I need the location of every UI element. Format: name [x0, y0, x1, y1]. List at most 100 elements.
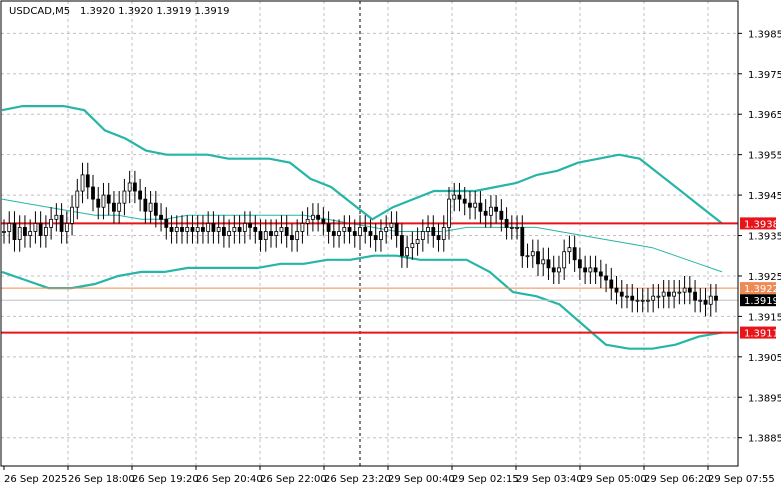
candle-body [174, 227, 179, 232]
candle-body [54, 214, 59, 220]
candle-body [75, 190, 80, 208]
candle-body [384, 227, 389, 232]
candle-body [541, 259, 546, 265]
candle-body [525, 255, 530, 258]
candle-body [132, 182, 137, 192]
candle-body [153, 202, 158, 216]
level-label: 1.3922 [744, 284, 779, 295]
candle-body [342, 227, 347, 232]
bollinger-bands [1, 105, 723, 350]
y-tick-label: 1.3935 [748, 232, 781, 243]
candle-body [677, 291, 682, 294]
x-tick-label: 29 Sep 03:40 [516, 474, 583, 485]
candle-body [347, 227, 352, 232]
x-tick-label: 29 Sep 07:55 [708, 474, 775, 485]
candle-body [227, 231, 232, 236]
grid [1, 1, 738, 466]
candle-body [399, 235, 404, 257]
x-tick-label: 29 Sep 06:20 [644, 474, 711, 485]
candle-body [447, 198, 451, 228]
y-tick-label: 1.3975 [748, 70, 781, 81]
candle-body [33, 222, 38, 232]
bollinger-lower [1, 254, 723, 350]
candle-body [635, 299, 640, 302]
candle-body [80, 174, 85, 192]
candle-body [656, 295, 661, 298]
candle-body [499, 210, 504, 220]
candle-body [17, 227, 22, 240]
candle-body [321, 218, 326, 224]
candle-body [352, 231, 357, 236]
candle-body [462, 198, 467, 204]
y-tick-label: 1.3895 [748, 393, 781, 404]
candle-body [248, 222, 252, 228]
candle-body [85, 174, 90, 188]
x-tick-label: 29 Sep 02:15 [452, 474, 519, 485]
candle-body [504, 218, 509, 228]
candle-body [337, 231, 341, 236]
candle-body [614, 287, 619, 293]
candle-body [687, 287, 692, 293]
candle-body [441, 227, 446, 240]
candle-body [509, 227, 514, 229]
candle-body [515, 227, 519, 229]
candle-body [530, 251, 535, 257]
candle-body [714, 295, 718, 301]
candle-body [64, 222, 69, 232]
candle-body [478, 202, 483, 212]
candle-body [28, 231, 33, 236]
x-tick-label: 26 Sep 20:40 [196, 474, 263, 485]
candle-body [598, 271, 603, 277]
current-price-label-bg [740, 294, 776, 307]
candle-body [253, 227, 258, 232]
current-price-label: 1.3919 [744, 296, 779, 307]
candle-body [619, 291, 624, 297]
candle-body [169, 227, 174, 232]
candle-body [368, 231, 373, 236]
candle-body [420, 231, 425, 240]
candle-body [698, 299, 703, 302]
candle-body [310, 214, 315, 220]
candle-body [703, 299, 708, 305]
candle-body [112, 202, 116, 212]
candle-body [91, 186, 95, 200]
y-tick-label: 1.3955 [748, 151, 781, 162]
level-label: 1.3938 [744, 219, 779, 230]
candle-body [405, 247, 410, 257]
candle-body [520, 227, 525, 257]
candle-body [221, 227, 226, 236]
level-label-bg [740, 217, 776, 230]
candle-body [682, 287, 687, 293]
y-tick-label: 1.3905 [748, 353, 781, 364]
candle-body [70, 206, 74, 224]
candle-body [127, 182, 132, 192]
candle-body [693, 291, 697, 301]
candle-body [646, 299, 650, 302]
candle-body [201, 227, 205, 232]
candle-body [431, 227, 436, 236]
x-tick-label: 29 Sep 00:40 [388, 474, 455, 485]
candle-body [604, 275, 608, 281]
candle-body [159, 214, 163, 220]
candle-body [452, 194, 457, 200]
candle-body [630, 295, 635, 301]
candle-body [185, 227, 190, 232]
candle-body [7, 222, 12, 232]
candle-body [2, 231, 6, 233]
candle-body [284, 227, 289, 236]
x-tick-label: 26 Sep 22:00 [260, 474, 327, 485]
candle-body [640, 299, 645, 302]
y-tick-label: 1.3915 [748, 312, 781, 323]
candle-body [101, 194, 106, 208]
candle-body [672, 291, 677, 297]
candle-body [494, 206, 499, 212]
candle-body [263, 231, 268, 240]
candle-body [117, 202, 122, 212]
candle-body [389, 222, 394, 228]
candle-body [290, 235, 294, 240]
candle-body [326, 222, 331, 232]
